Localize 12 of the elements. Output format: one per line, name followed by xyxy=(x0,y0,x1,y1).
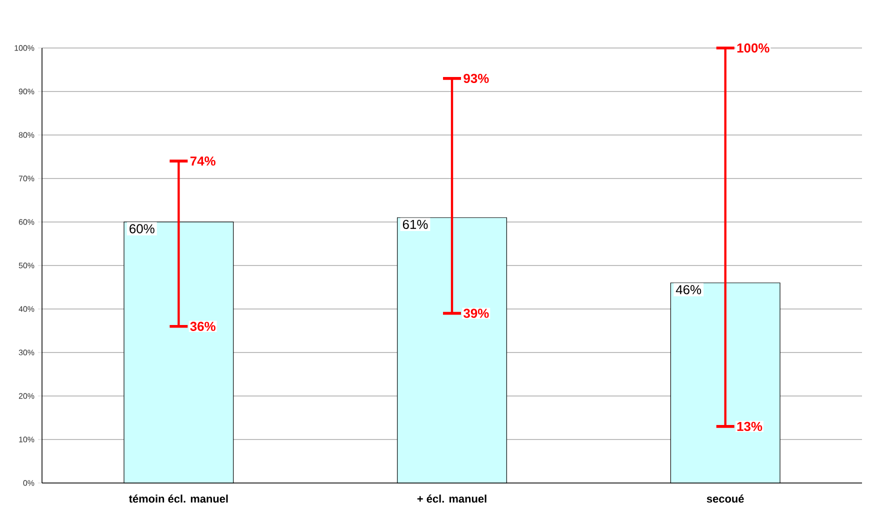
data-label: 46% xyxy=(676,285,702,294)
annotation: 39% xyxy=(464,308,489,318)
annotation: 13% xyxy=(737,422,762,432)
x-tick-label: + écl. manuel xyxy=(417,494,486,503)
data-label: 61% xyxy=(402,220,428,230)
annotation: 93% xyxy=(464,74,489,84)
x-tick-label: secoué xyxy=(706,494,744,503)
annotation: 36% xyxy=(190,322,216,331)
data-label: 60% xyxy=(130,224,154,234)
x-tick-label: témoin écl. manuel xyxy=(128,494,228,503)
annotation: 74% xyxy=(190,156,216,166)
annotation: 100% xyxy=(737,43,770,53)
